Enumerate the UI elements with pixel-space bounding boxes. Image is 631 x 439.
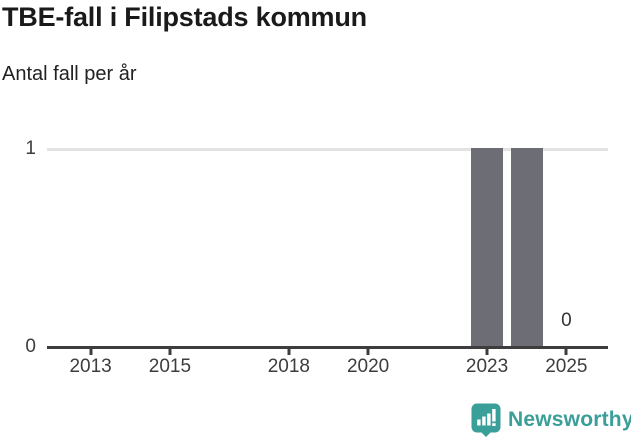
x-tick-label-2013: 2013 xyxy=(69,356,112,377)
bar-2023 xyxy=(471,148,503,346)
newsworthy-logo: Newsworthy xyxy=(471,403,631,437)
y-tick-label-0: 0 xyxy=(25,336,36,357)
x-tick-2015 xyxy=(168,349,172,355)
newsworthy-wordmark: Newsworthy xyxy=(508,408,631,431)
gridline-y1 xyxy=(47,148,608,151)
newsworthy-bar-chart-pin-icon xyxy=(471,403,501,437)
bar-2024 xyxy=(510,148,543,346)
x-tick-2013 xyxy=(89,349,93,355)
y-tick-label-1: 1 xyxy=(25,138,36,159)
x-tick-label-2018: 2018 xyxy=(267,356,310,377)
x-tick-label-2015: 2015 xyxy=(148,356,192,377)
x-tick-2020 xyxy=(366,349,370,355)
x-tick-2018 xyxy=(287,349,291,355)
x-tick-label-2020: 2020 xyxy=(346,356,390,377)
x-tick-label-2025: 2025 xyxy=(545,356,588,377)
chart-title: TBE-fall i Filipstads kommun xyxy=(2,2,367,32)
x-tick-label-2023: 2023 xyxy=(465,356,509,377)
x-tick-2023 xyxy=(485,349,489,355)
chart-subtitle: Antal fall per år xyxy=(2,63,137,85)
value-label-2025: 0 xyxy=(561,310,572,331)
x-tick-2025 xyxy=(564,349,568,355)
plot-area: 2013 2015 2018 2020 2023 2025 0 xyxy=(47,148,608,377)
